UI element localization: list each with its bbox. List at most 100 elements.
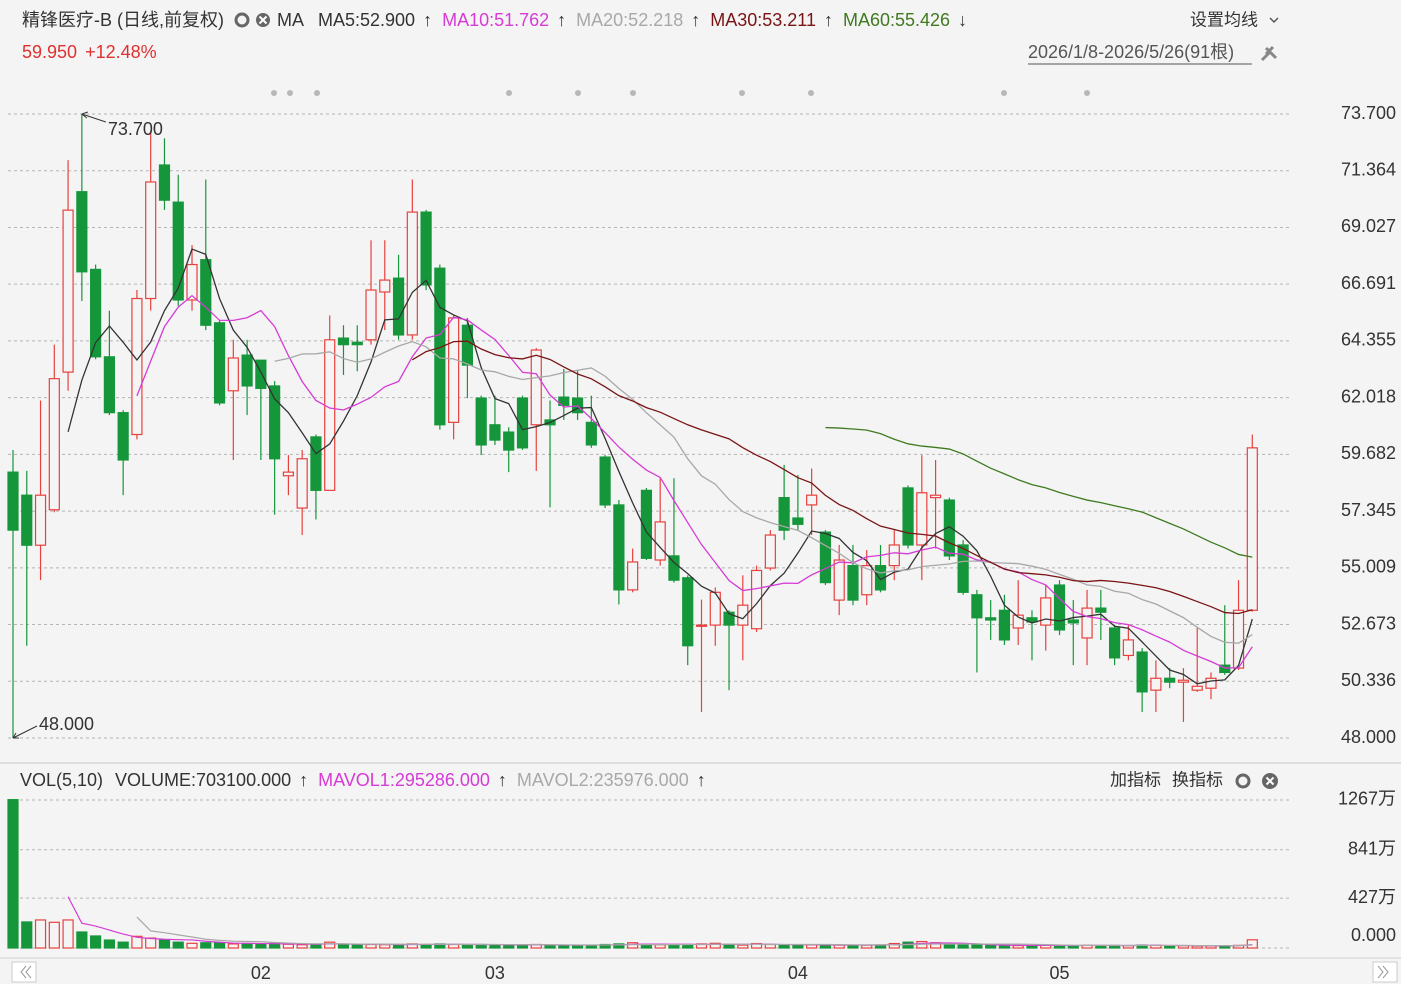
candle-body: [337, 337, 350, 346]
candle-body: [1205, 677, 1217, 689]
candle-body: [874, 565, 887, 591]
settings-icon[interactable]: [1235, 773, 1251, 789]
candle-body: [48, 378, 60, 511]
candle-body: [902, 487, 914, 546]
candle-body: [888, 544, 900, 567]
candle-body: [640, 489, 653, 559]
scroll-buttons[interactable]: [11, 961, 1398, 983]
candle-body: [406, 211, 418, 336]
candle-body: [1122, 639, 1134, 657]
candle-body: [434, 267, 446, 426]
volume-bar: [90, 935, 102, 949]
volume-bar: [48, 921, 60, 949]
trend-arrow: ↑: [824, 10, 833, 30]
candle-body: [21, 494, 33, 546]
dropdown-caret[interactable]: [1269, 17, 1279, 24]
volume-bar: [1026, 945, 1038, 949]
settings-button[interactable]: 设置均线: [1190, 10, 1258, 29]
chart-title: 精锋医疗-B (日线,前复权): [22, 10, 224, 30]
indicator-group: MA: [277, 10, 304, 30]
pin-icon[interactable]: [1260, 45, 1278, 62]
volume-title: VOL(5,10): [20, 770, 103, 790]
volume-bar: [764, 943, 776, 949]
ma-line: [825, 426, 1253, 558]
trend-arrow: ↑: [423, 10, 432, 30]
y-tick-label: 427万: [1348, 887, 1396, 907]
volume-bar: [1012, 944, 1024, 949]
indicator-label: MAVOL1:295286.000: [318, 770, 490, 790]
candle-body: [1177, 679, 1190, 683]
candle-body: [709, 591, 721, 626]
ma-line: [274, 340, 1253, 644]
candle-body: [76, 191, 88, 273]
scroll-left-chevron: [20, 965, 32, 979]
volume-bar: [7, 799, 19, 949]
candle-body: [819, 531, 832, 584]
candle-body: [158, 164, 171, 201]
candle-body: [145, 181, 157, 300]
min-arrow: [12, 725, 38, 739]
candle-body: [241, 354, 253, 387]
volume-bar: [145, 937, 157, 949]
volume-bar: [654, 944, 666, 949]
volume-bar: [1246, 939, 1258, 949]
volume-bar: [310, 943, 322, 949]
min-label: 48.000: [39, 714, 94, 734]
candle-body: [861, 565, 873, 596]
volume-bar: [888, 942, 900, 949]
candle-body: [668, 555, 680, 581]
candle-body: [365, 289, 377, 341]
ma-line: [67, 248, 1253, 685]
volume-bar: [213, 942, 226, 949]
y-tick-label: 0.000: [1351, 925, 1396, 945]
candle-body: [792, 517, 804, 525]
trend-arrow: ↑: [498, 770, 507, 790]
y-tick-label: 50.336: [1341, 670, 1396, 690]
volume-bar: [503, 944, 515, 949]
volume-bar: [186, 942, 198, 949]
scroll-right[interactable]: [1372, 961, 1398, 983]
close-cross: [258, 15, 268, 25]
volume-bar: [117, 941, 129, 949]
candle-body: [1191, 685, 1203, 691]
volume-bar: [158, 939, 171, 949]
candle-body: [750, 569, 763, 630]
close-cross: [1265, 776, 1275, 786]
y-tick-label: 1267万: [1338, 789, 1396, 809]
settings-icon[interactable]: [234, 12, 250, 28]
volume-bar: [76, 931, 88, 949]
indicator-button[interactable]: 加指标: [1110, 770, 1161, 789]
indicator-label: MA30:53.211: [710, 10, 816, 30]
volume-bar: [971, 944, 983, 949]
scroll-left[interactable]: [11, 961, 37, 983]
volume-bar: [351, 944, 363, 949]
y-tick-label: 73.700: [1341, 103, 1396, 123]
y-tick-label: 66.691: [1341, 273, 1396, 293]
header-icons[interactable]: [234, 12, 1279, 789]
candle-body: [448, 317, 460, 423]
candle-body: [255, 359, 267, 389]
y-tick-label: 64.355: [1341, 330, 1396, 350]
event-markers: [271, 90, 1090, 96]
volume-bar: [516, 944, 529, 949]
candle-body: [475, 397, 487, 446]
volume-bar: [282, 943, 294, 949]
last-price: 59.950: [22, 42, 77, 62]
max-arrow: [81, 111, 107, 123]
candle-body: [929, 494, 942, 499]
candle-body: [585, 421, 597, 446]
candle-body: [723, 611, 735, 626]
indicator-button[interactable]: 换指标: [1172, 770, 1223, 789]
volume-bar: [34, 919, 47, 949]
scroll-right-chevron: [1377, 965, 1389, 979]
volume-bar: [227, 943, 239, 949]
date-range[interactable]: 2026/1/8-2026/5/26(91根): [1028, 42, 1234, 62]
candle-body: [461, 324, 474, 366]
candle-body: [613, 504, 625, 591]
candle-body: [1012, 614, 1024, 629]
volume-bar: [723, 943, 735, 949]
volume-bar: [448, 943, 460, 949]
y-tick-label: 48.000: [1341, 727, 1396, 747]
volume-bar: [131, 935, 143, 949]
